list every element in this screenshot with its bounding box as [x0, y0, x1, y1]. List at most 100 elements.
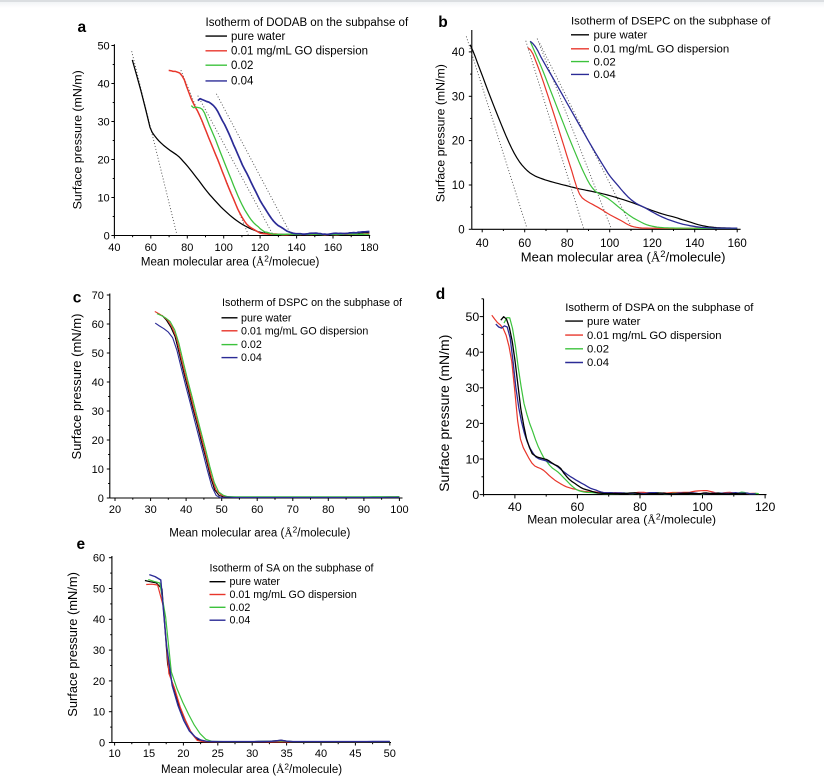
svg-text:0.04: 0.04: [241, 352, 262, 364]
svg-text:pure water: pure water: [230, 576, 281, 588]
svg-text:0.02: 0.02: [231, 60, 253, 72]
svg-text:Isotherm of DSEPC on the subph: Isotherm of DSEPC on the subphase of: [571, 16, 771, 28]
svg-text:0.04: 0.04: [230, 615, 251, 627]
svg-text:pure water: pure water: [594, 30, 648, 42]
svg-text:0.04: 0.04: [231, 76, 254, 88]
svg-text:30: 30: [144, 504, 156, 516]
svg-text:100: 100: [215, 242, 233, 254]
svg-text:60: 60: [92, 319, 104, 331]
svg-text:Isotherm of DSPC on the subpha: Isotherm of DSPC on the subphase of: [222, 297, 402, 309]
svg-text:0: 0: [458, 224, 464, 236]
svg-text:Surface pressure (mN/m): Surface pressure (mN/m): [434, 64, 448, 202]
svg-text:0.02: 0.02: [230, 602, 251, 614]
svg-text:140: 140: [287, 242, 305, 254]
svg-text:Mean molecular area (Å2/molecu: Mean molecular area (Å2/molecule): [521, 248, 726, 264]
svg-text:120: 120: [755, 500, 776, 514]
svg-text:70: 70: [287, 504, 299, 516]
svg-text:45: 45: [349, 748, 361, 760]
svg-text:0.02: 0.02: [594, 56, 616, 68]
svg-text:10: 10: [452, 180, 465, 192]
svg-text:0.01 mg/mL GO dispersion: 0.01 mg/mL GO dispersion: [241, 325, 368, 337]
svg-text:0: 0: [99, 737, 105, 749]
svg-text:0: 0: [98, 493, 104, 505]
svg-text:Isotherm of DSPA on the subpha: Isotherm of DSPA on the subphase of: [565, 302, 754, 314]
svg-text:Isotherm of DODAB on the subpa: Isotherm of DODAB on the subpahse of: [206, 17, 409, 29]
svg-text:20: 20: [109, 504, 121, 516]
svg-text:140: 140: [685, 238, 704, 250]
svg-text:35: 35: [280, 748, 292, 760]
svg-text:20: 20: [452, 136, 465, 148]
svg-text:50: 50: [93, 583, 105, 595]
svg-text:40: 40: [476, 238, 489, 250]
svg-text:10: 10: [97, 192, 109, 204]
svg-text:180: 180: [360, 242, 378, 254]
svg-text:60: 60: [251, 504, 263, 516]
svg-text:80: 80: [561, 238, 574, 250]
svg-text:50: 50: [216, 504, 228, 516]
svg-text:0.04: 0.04: [594, 69, 616, 81]
svg-text:50: 50: [97, 40, 109, 52]
svg-text:160: 160: [324, 242, 342, 254]
svg-text:50: 50: [466, 310, 480, 324]
svg-text:160: 160: [728, 238, 747, 250]
svg-text:Isotherm of SA on the subphase: Isotherm of SA on the subphase of: [210, 563, 374, 575]
svg-text:50: 50: [92, 348, 104, 360]
svg-text:40: 40: [92, 377, 104, 389]
svg-text:c: c: [73, 290, 82, 307]
svg-text:30: 30: [452, 91, 465, 103]
svg-text:10: 10: [93, 707, 105, 719]
svg-text:90: 90: [358, 504, 370, 516]
svg-text:60: 60: [518, 238, 531, 250]
svg-text:20: 20: [97, 154, 109, 166]
svg-text:30: 30: [466, 381, 480, 395]
svg-text:120: 120: [643, 238, 662, 250]
svg-text:100: 100: [692, 500, 713, 514]
svg-text:50: 50: [384, 748, 396, 760]
svg-text:Surface pressure (mN/m): Surface pressure (mN/m): [69, 314, 84, 460]
svg-text:0.02: 0.02: [587, 344, 609, 356]
svg-text:a: a: [78, 19, 87, 36]
svg-text:30: 30: [97, 116, 109, 128]
svg-text:e: e: [77, 536, 86, 553]
svg-text:40: 40: [466, 346, 480, 360]
svg-text:20: 20: [92, 435, 104, 447]
svg-text:25: 25: [212, 748, 224, 760]
svg-text:10: 10: [108, 748, 120, 760]
svg-text:Mean molecular area (Å2/molecu: Mean molecular area (Å2/molecue): [141, 254, 320, 269]
svg-text:0.01 mg/mL GO dispersion: 0.01 mg/mL GO dispersion: [230, 589, 357, 601]
svg-text:40: 40: [93, 614, 105, 626]
svg-text:70: 70: [92, 290, 104, 302]
svg-text:20: 20: [466, 417, 480, 431]
svg-text:pure water: pure water: [231, 31, 286, 43]
svg-text:b: b: [438, 14, 447, 31]
svg-text:40: 40: [508, 500, 522, 514]
svg-text:60: 60: [571, 500, 585, 514]
svg-text:20: 20: [93, 676, 105, 688]
svg-text:20: 20: [177, 748, 189, 760]
svg-text:40: 40: [315, 748, 327, 760]
svg-text:0: 0: [472, 488, 479, 502]
svg-text:0: 0: [104, 230, 110, 242]
svg-text:40: 40: [97, 78, 109, 90]
svg-text:80: 80: [181, 242, 193, 254]
svg-text:30: 30: [92, 406, 104, 418]
svg-text:60: 60: [93, 553, 105, 565]
svg-text:Mean molecular area (Å2/molecu: Mean molecular area (Å2/molecule): [161, 761, 342, 776]
svg-text:30: 30: [246, 748, 258, 760]
svg-text:80: 80: [322, 504, 334, 516]
svg-text:100: 100: [600, 238, 619, 250]
svg-text:Surface pressure (mN/m): Surface pressure (mN/m): [71, 70, 85, 209]
svg-text:10: 10: [92, 464, 104, 476]
svg-text:80: 80: [633, 500, 647, 514]
svg-text:pure water: pure water: [587, 316, 641, 328]
svg-text:Surface pressure (mN/m): Surface pressure (mN/m): [65, 572, 80, 717]
svg-text:15: 15: [143, 748, 155, 760]
svg-text:0.04: 0.04: [587, 357, 609, 369]
svg-text:d: d: [436, 286, 445, 303]
svg-text:0.01 mg/mL GO dispersion: 0.01 mg/mL GO dispersion: [594, 44, 730, 56]
svg-text:pure water: pure water: [241, 312, 292, 324]
svg-text:100: 100: [390, 504, 408, 516]
svg-text:40: 40: [108, 242, 120, 254]
svg-text:40: 40: [180, 504, 192, 516]
svg-text:30: 30: [93, 645, 105, 657]
